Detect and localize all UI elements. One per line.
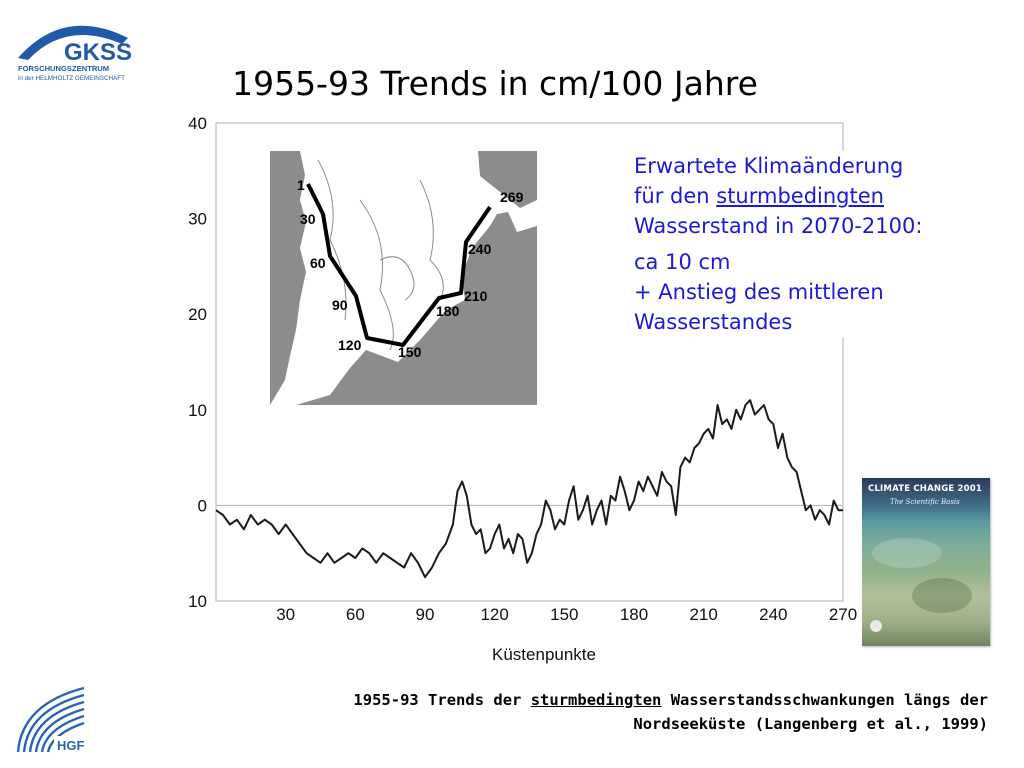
- climate-change-note: Erwartete Klimaänderung für den sturmbed…: [634, 151, 964, 337]
- climate-change-2001-cover: CLIMATE CHANGE 2001 The Scientific Basis: [862, 478, 990, 646]
- book-title: CLIMATE CHANGE 2001: [868, 484, 983, 494]
- note-line-6: Wasserstandes: [634, 310, 793, 334]
- note-line-2-prefix: für den: [634, 184, 717, 208]
- route-label-269: 269: [500, 189, 524, 205]
- route-label-180: 180: [436, 303, 460, 319]
- x-tick-label: 150: [550, 605, 578, 624]
- caption-part-2: Wasserstandsschwankungen längs der: [661, 691, 988, 709]
- route-label-1: 1: [297, 177, 305, 193]
- x-tick-label: 90: [416, 605, 435, 624]
- route-label-150: 150: [398, 344, 422, 360]
- x-tick-label: 30: [276, 605, 295, 624]
- gkss-logo-arc: [18, 25, 128, 60]
- book-ipcc-badge: [870, 620, 882, 632]
- route-label-240: 240: [468, 241, 492, 257]
- x-tick-label: 60: [346, 605, 365, 624]
- y-tick-label: 10: [188, 592, 207, 611]
- inset-map-route-labels: 1 30 60 90 120 150 180 210 240 269: [297, 177, 524, 360]
- book-cover-land: [912, 578, 972, 613]
- note-line-3: Wasserstand in 2070-2100:: [634, 214, 923, 238]
- note-line-2-underlined: sturmbedingten: [716, 184, 884, 208]
- trend-line: [215, 399, 843, 579]
- inset-map: 1 30 60 90 120 150 180 210 240 269: [270, 151, 537, 405]
- gkss-logo-name: GKSS: [64, 39, 132, 66]
- x-tick-label: 180: [620, 605, 648, 624]
- y-tick-label: 20: [188, 305, 207, 324]
- inset-map-contours: [317, 159, 444, 351]
- note-line-5: + Anstieg des mittleren: [634, 280, 884, 304]
- gkss-logo-line2: in der HELMHOLTZ GEMEINSCHAFT: [18, 75, 125, 82]
- y-tick-label: 0: [198, 496, 207, 515]
- book-subtitle: The Scientific Basis: [890, 498, 960, 506]
- caption-underlined: sturmbedingten: [530, 691, 662, 709]
- inset-map-land-south: [296, 212, 537, 405]
- gkss-logo-line1: FORSCHUNGSZENTRUM: [18, 64, 109, 73]
- x-tick-labels: 30 60 90 120 150 180 210 240 270: [276, 605, 857, 624]
- route-label-210: 210: [464, 288, 488, 304]
- caption-part-1: 1955-93 Trends der: [353, 691, 531, 709]
- inset-map-route: [306, 183, 492, 347]
- y-tick-labels: 40 30 20 10 0 10: [188, 114, 207, 611]
- figure-caption: 1955-93 Trends der sturmbedingten Wasser…: [250, 688, 988, 736]
- gkss-logo: GKSS FORSCHUNGSZENTRUM in der HELMHOLTZ …: [18, 25, 132, 82]
- x-tick-label: 210: [689, 605, 717, 624]
- note-line-2: für den sturmbedingten: [634, 181, 964, 211]
- y-tick-label: 30: [188, 210, 207, 229]
- note-line-4: ca 10 cm: [634, 250, 731, 274]
- note-line-1: Erwartete Klimaänderung: [634, 154, 904, 178]
- slide-title: 1955-93 Trends in cm/100 Jahre: [232, 64, 758, 103]
- hgf-logo-text: HGF: [57, 738, 85, 753]
- y-tick-label: 40: [188, 114, 207, 133]
- y-tick-label: 10: [188, 401, 207, 420]
- x-axis-title: Küstenpunkte: [492, 645, 596, 664]
- route-label-30: 30: [300, 211, 316, 227]
- inset-map-land-west: [270, 151, 306, 405]
- x-tick-label: 240: [759, 605, 787, 624]
- route-label-120: 120: [338, 337, 362, 353]
- route-label-60: 60: [310, 255, 326, 271]
- hgf-logo: HGF: [16, 686, 86, 753]
- book-cover-cloud: [872, 538, 942, 568]
- x-tick-label: 270: [829, 605, 857, 624]
- route-label-90: 90: [332, 297, 348, 313]
- x-tick-label: 120: [480, 605, 508, 624]
- inset-map-land-north: [478, 151, 537, 208]
- caption-line-2: Nordseeküste (Langenberg et al., 1999): [633, 715, 988, 733]
- caption-line-1: 1955-93 Trends der sturmbedingten Wasser…: [250, 688, 988, 712]
